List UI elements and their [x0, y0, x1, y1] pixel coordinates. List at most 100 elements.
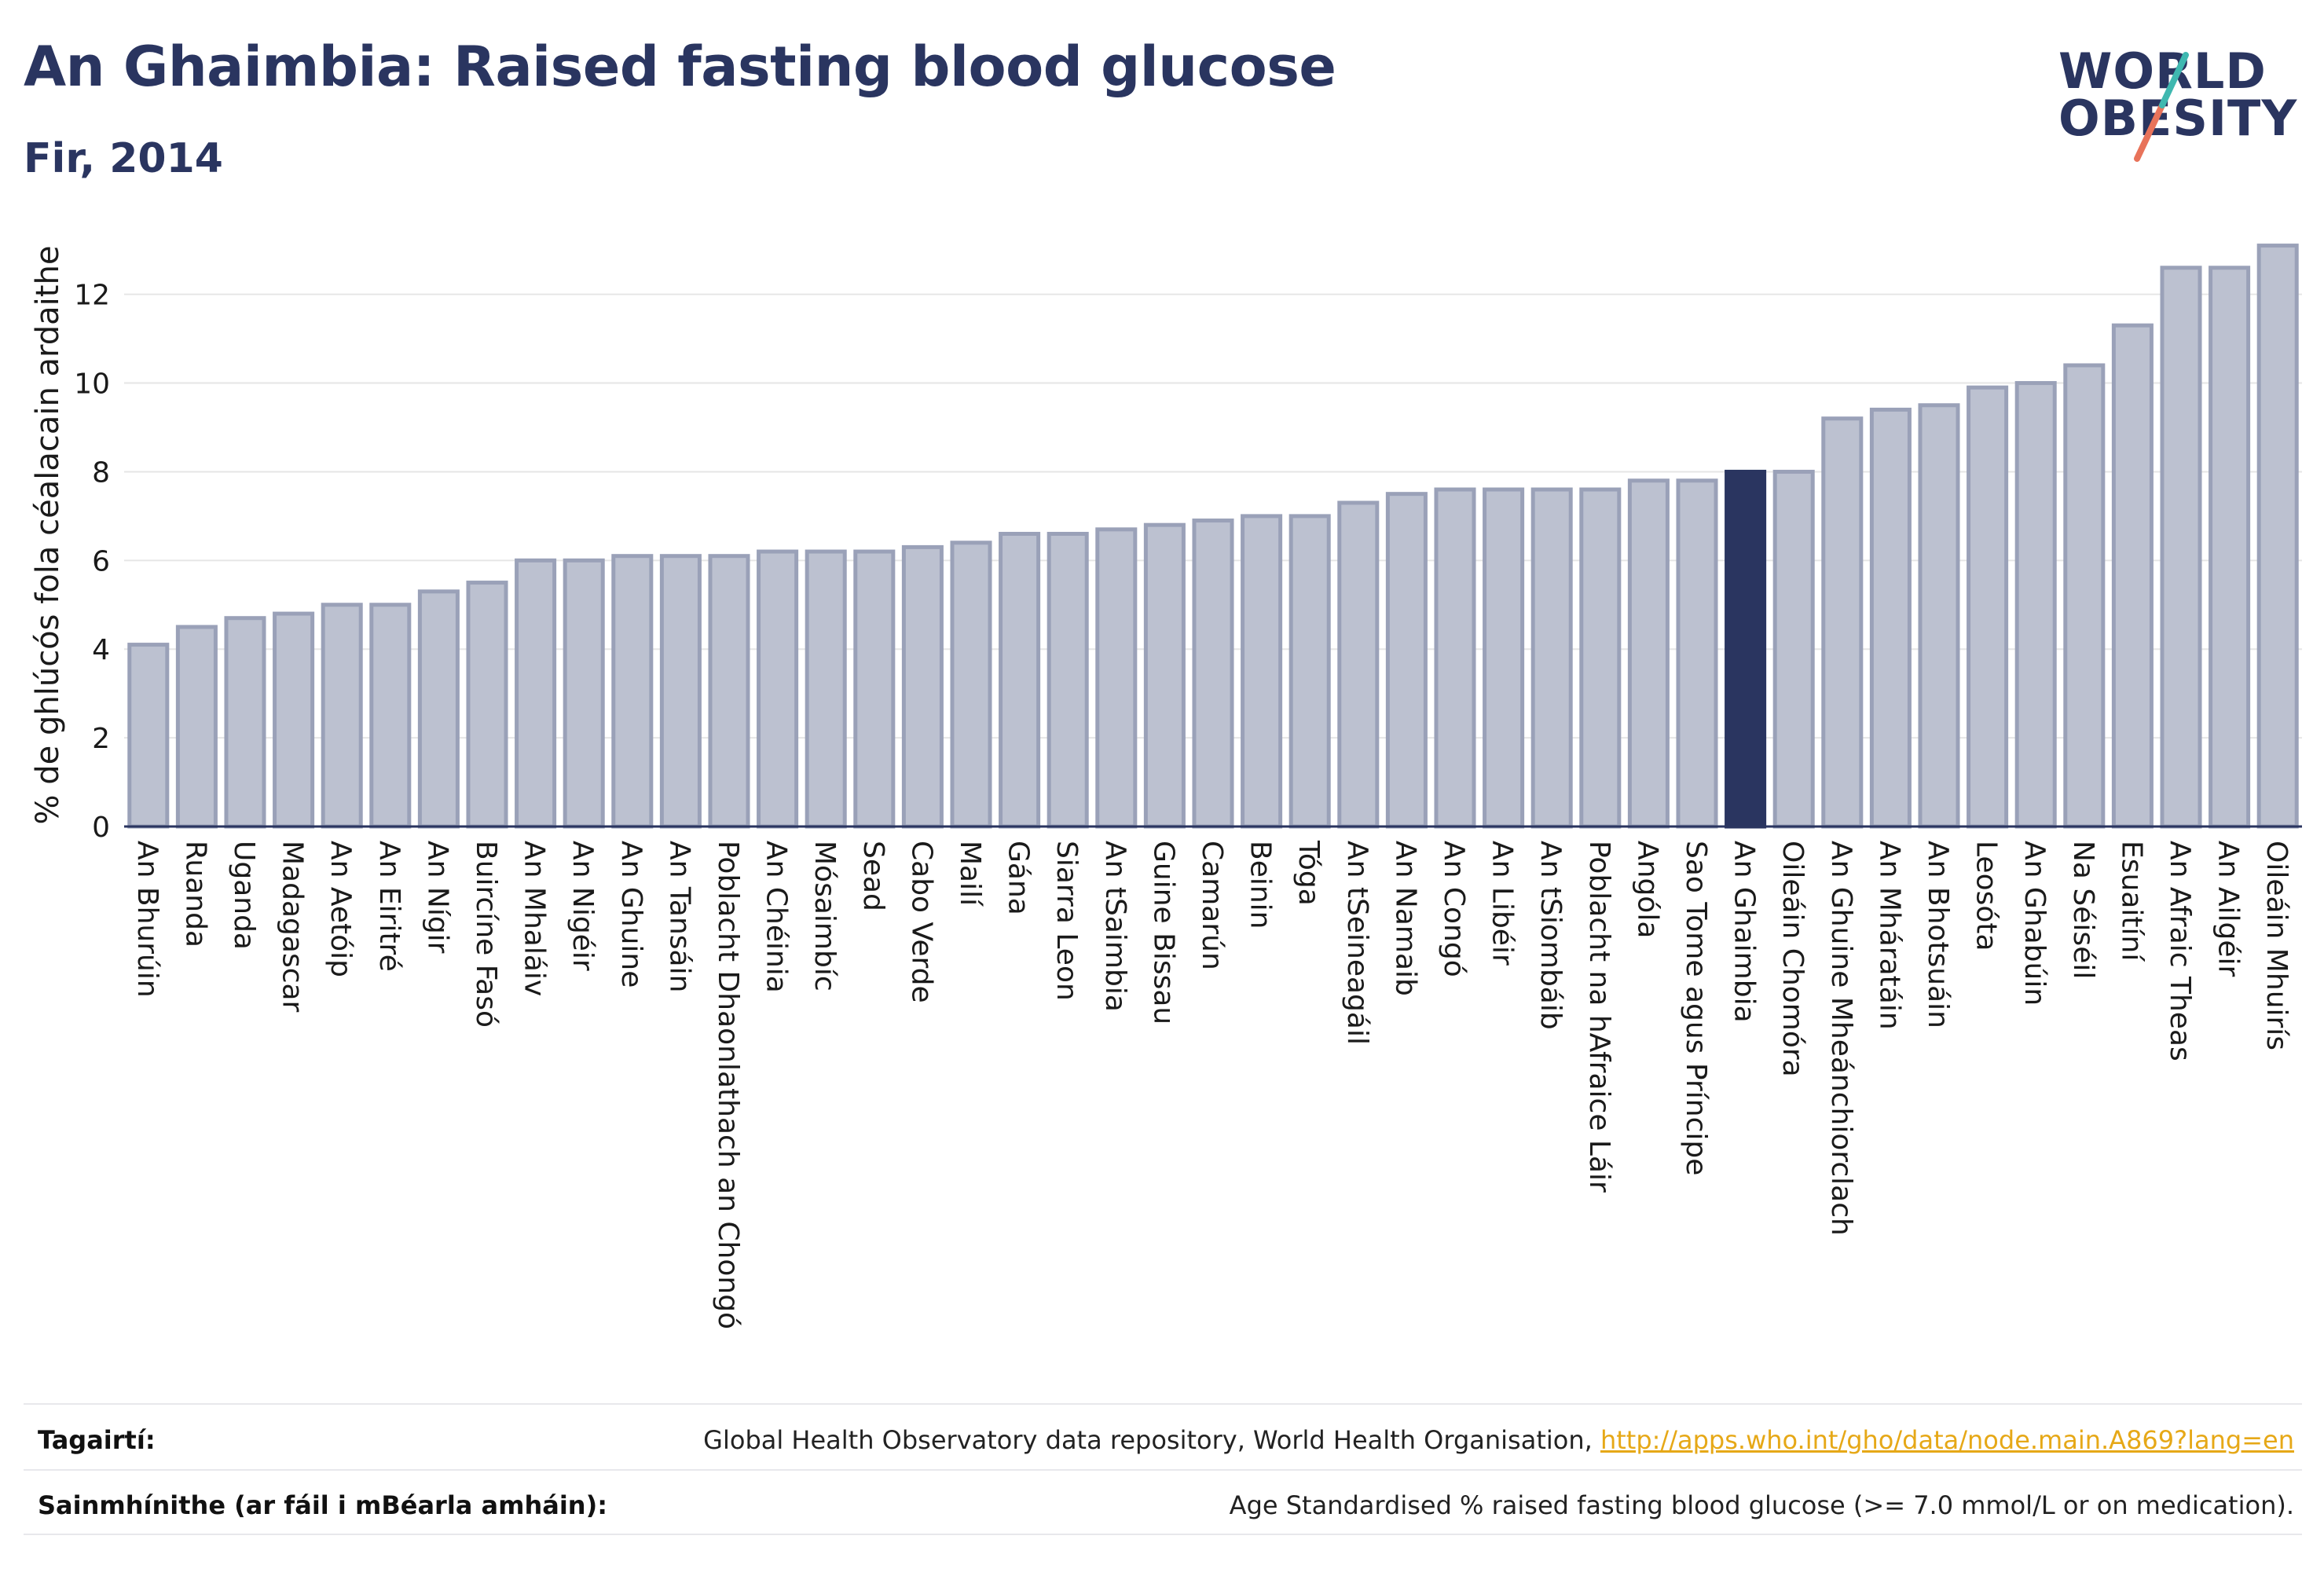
bar: [901, 544, 944, 829]
bar: [2209, 266, 2251, 829]
x-tick-label: Siarra Leon: [1050, 841, 1083, 1001]
footer-divider-middle: [24, 1469, 2302, 1471]
x-tick-label: Oileáin Chomóra: [1776, 841, 1809, 1077]
y-axis-label: % de ghlúcós fola céalacain ardaithe: [30, 246, 66, 825]
x-tick-label: Cabo Verde: [905, 841, 937, 1003]
x-tick-label: An Afraic Theas: [2164, 841, 2196, 1061]
bar: [369, 603, 412, 829]
x-tick-label: Poblacht Dhaonlathach an Chongó: [712, 841, 744, 1329]
bar: [273, 611, 315, 829]
x-tick-label: Tóga: [1292, 840, 1325, 906]
definitions-label: Sainmhínithe (ar fáil i mBéarla amháin):: [38, 1490, 607, 1520]
x-tick-label: Sao Tome agus Príncipe: [1680, 841, 1712, 1175]
bar: [563, 558, 605, 829]
footer-divider-bottom: [24, 1534, 2302, 1535]
x-tick-label: An Congó: [1438, 841, 1470, 977]
x-tick-label: An Namaib: [1389, 841, 1421, 996]
y-tick-label: 0: [92, 812, 110, 844]
x-tick-label: Buircíne Fasó: [470, 841, 502, 1028]
bar: [1241, 514, 1283, 829]
bar: [127, 643, 170, 829]
references-value: Global Health Observatory data repositor…: [703, 1425, 2294, 1455]
bar: [757, 549, 799, 829]
bar-chart: 0 2 4 6 8 10 12% de ghlúcós fola céalacain ard…: [30, 244, 2302, 1329]
references-link[interactable]: http://apps.who.int/gho/data/node.main.A…: [1600, 1425, 2294, 1455]
world-obesity-logo: WORLD OBESITY: [2051, 39, 2310, 165]
references-text: Global Health Observatory data repositor…: [703, 1425, 1600, 1455]
bar: [1869, 407, 1912, 829]
x-tick-label: Gána: [1003, 841, 1035, 915]
bar: [1143, 522, 1186, 829]
bar: [2063, 363, 2106, 829]
x-tick-label: An Tansáin: [663, 841, 695, 992]
x-tick-label: An Libéir: [1486, 841, 1519, 966]
bar: [1530, 487, 1573, 829]
x-tick-label: Mósaimbíc: [808, 841, 841, 991]
y-tick-label: 4: [92, 634, 110, 666]
bar: [1676, 478, 1718, 829]
bar: [1579, 487, 1622, 829]
bar: [1095, 527, 1138, 829]
x-tick-label: An Nigéir: [566, 841, 599, 971]
y-tick-label: 12: [74, 280, 110, 312]
chart-subtitle: Fir, 2014: [24, 135, 223, 182]
y-tick-label: 2: [92, 723, 110, 755]
logo-slash-icon: [2134, 52, 2189, 162]
bar: [853, 549, 896, 829]
x-tick-label: Poblacht na hAfraice Láir: [1583, 841, 1615, 1193]
x-tick-label: An Bhotsuáin: [1922, 841, 1954, 1028]
x-tick-label: An Nígir: [421, 841, 453, 954]
x-tick-label: Esuaitíní: [2115, 841, 2147, 962]
bar: [1288, 514, 1331, 829]
bar: [2256, 244, 2299, 829]
x-tick-label: Angóla: [1631, 841, 1663, 938]
y-tick-label: 8: [92, 456, 110, 489]
bar: [2160, 266, 2202, 829]
bar: [1627, 478, 1670, 829]
x-tick-label: Oileáin Mhuirís: [2260, 841, 2293, 1050]
bar: [1483, 487, 1525, 829]
x-tick-label: An Ghabúin: [2018, 841, 2051, 1006]
x-tick-label: An Ailgéir: [2212, 841, 2245, 977]
bar: [417, 589, 460, 829]
definitions-value: Age Standardised % raised fasting blood …: [1229, 1490, 2294, 1520]
logo-text-obesity: OBESITY: [2058, 90, 2298, 147]
bar: [805, 549, 847, 829]
bar: [321, 603, 363, 829]
bar: [1047, 531, 1089, 829]
x-tick-label: An Mhaláiv: [519, 841, 551, 996]
bar: [708, 554, 750, 829]
bar: [1821, 416, 1864, 829]
bar: [950, 541, 992, 829]
x-tick-label: Leosóta: [1970, 841, 2003, 951]
bar: [224, 616, 266, 829]
logo-text-world: WORLD: [2058, 42, 2267, 100]
x-tick-label: Guine Bissau: [1147, 841, 1179, 1024]
bar: [175, 625, 218, 829]
x-tick-label: Uganda: [228, 841, 260, 950]
bar: [515, 558, 557, 829]
x-tick-label: Ruanda: [179, 841, 211, 947]
bar: [999, 531, 1041, 829]
bar: [1337, 500, 1380, 829]
bar: [1967, 385, 2009, 829]
footer-divider-top: [24, 1403, 2302, 1405]
x-tick-label: An Chéinia: [761, 841, 793, 993]
x-tick-label: An tSeineagáil: [1341, 841, 1373, 1045]
bar: [1725, 469, 1767, 829]
bar: [466, 581, 508, 829]
x-tick-label: Na Séiséil: [2067, 841, 2099, 979]
x-tick-label: An Ghuine Mheánchiorclach: [1825, 841, 1857, 1236]
x-tick-label: An tSiombáib: [1534, 841, 1567, 1030]
y-tick-label: 10: [74, 368, 110, 401]
x-tick-label: Madagascar: [277, 841, 309, 1013]
x-tick-label: An Ghaimbia: [1728, 841, 1761, 1023]
bar: [1772, 469, 1815, 829]
x-tick-label: Camarún: [1196, 841, 1228, 970]
x-tick-label: Mailí: [954, 841, 986, 907]
x-tick-label: An Bhurúin: [131, 841, 163, 998]
references-label: Tagairtí:: [38, 1425, 156, 1455]
chart-title: An Ghaimbia: Raised fasting blood glucos…: [24, 35, 1336, 99]
x-tick-label: Beinin: [1244, 841, 1277, 929]
y-tick-label: 6: [92, 545, 110, 577]
